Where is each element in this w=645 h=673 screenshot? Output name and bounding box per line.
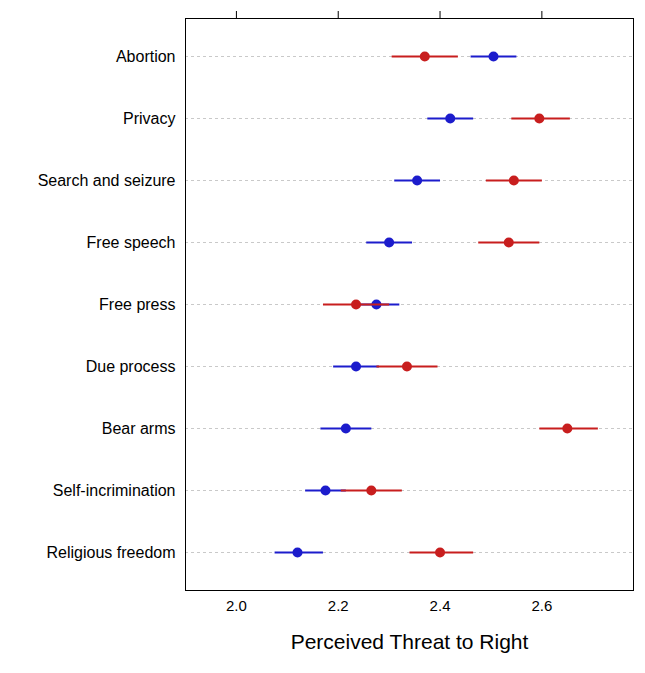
svg-text:Abortion: Abortion [116, 48, 176, 65]
svg-text:Free press: Free press [99, 296, 175, 313]
svg-text:Bear arms: Bear arms [102, 420, 176, 437]
svg-text:Religious freedom: Religious freedom [47, 544, 176, 561]
svg-text:Due process: Due process [86, 358, 176, 375]
svg-text:2.0: 2.0 [226, 597, 247, 614]
svg-text:Perceived Threat to Right: Perceived Threat to Right [291, 630, 529, 653]
svg-text:2.6: 2.6 [531, 597, 552, 614]
svg-text:Free speech: Free speech [87, 234, 176, 251]
svg-text:Search and seizure: Search and seizure [38, 172, 176, 189]
svg-text:2.4: 2.4 [430, 597, 451, 614]
svg-text:Privacy: Privacy [123, 110, 175, 127]
svg-text:2.2: 2.2 [328, 597, 349, 614]
svg-text:Self-incrimination: Self-incrimination [53, 482, 176, 499]
